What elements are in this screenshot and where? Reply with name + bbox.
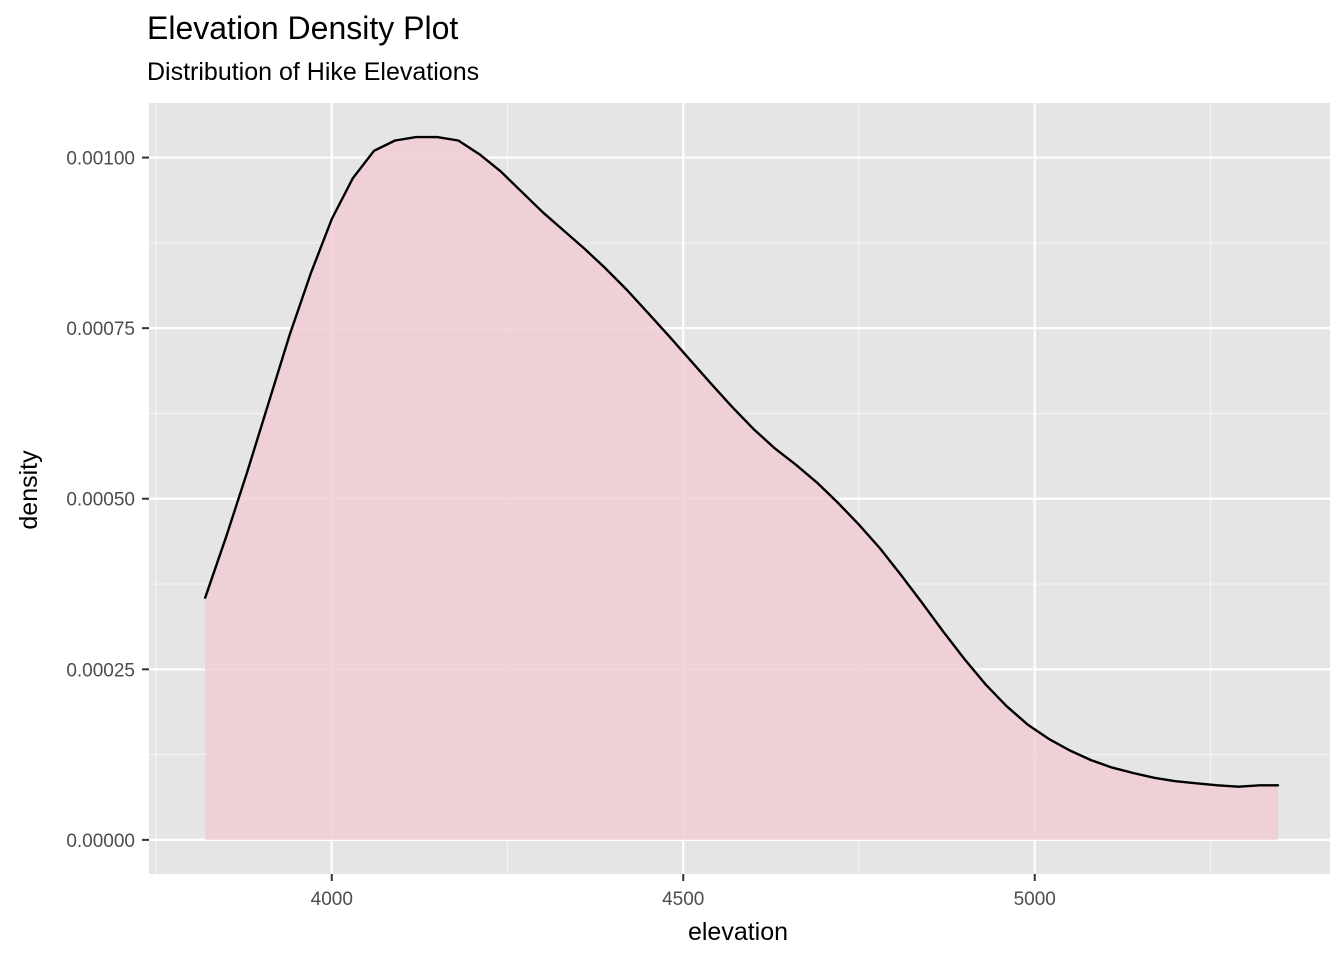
x-axis-title: elevation	[688, 918, 788, 946]
x-tick-label: 5000	[1014, 889, 1056, 910]
y-tick-label: 0.00075	[66, 319, 135, 340]
y-tick-label: 0.00025	[66, 660, 135, 681]
x-tick-label: 4000	[311, 889, 353, 910]
density-area	[205, 137, 1279, 840]
y-tick-label: 0.00000	[66, 831, 135, 852]
chart-subtitle: Distribution of Hike Elevations	[147, 58, 480, 86]
density-line	[204, 135, 1280, 788]
y-axis-title: density	[15, 450, 43, 530]
y-tick-label: 0.00050	[66, 490, 135, 511]
chart-title: Elevation Density Plot	[147, 10, 459, 46]
x-tick-label: 4500	[662, 889, 704, 910]
y-tick-label: 0.00100	[66, 149, 135, 170]
